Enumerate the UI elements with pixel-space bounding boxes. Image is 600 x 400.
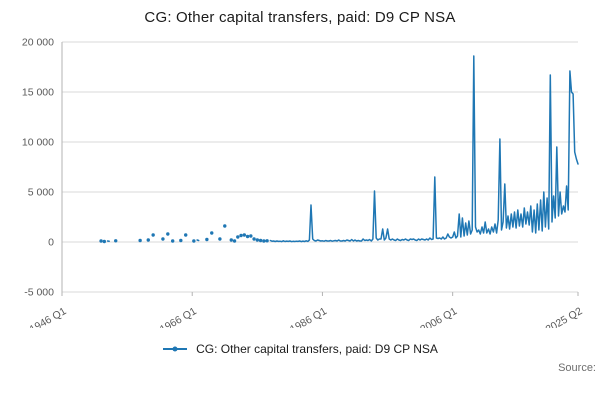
svg-text:2006 Q1: 2006 Q1: [418, 305, 459, 328]
axes: [61, 42, 579, 296]
legend-line-icon: [163, 346, 188, 352]
legend-label: CG: Other capital transfers, paid: D9 CP…: [196, 342, 438, 356]
svg-text:-5 000: -5 000: [24, 287, 54, 299]
x-axis-labels: 1946 Q1 1966 Q1 1986 Q1 2006 Q1 2025 Q2: [28, 305, 585, 328]
svg-text:15 000: 15 000: [22, 87, 54, 99]
chart-title: CG: Other capital transfers, paid: D9 CP…: [144, 9, 456, 26]
svg-text:10 000: 10 000: [22, 137, 54, 149]
svg-text:1966 Q1: 1966 Q1: [158, 305, 199, 328]
svg-text:20 000: 20 000: [22, 37, 54, 49]
legend[interactable]: CG: Other capital transfers, paid: D9 CP…: [0, 342, 600, 356]
svg-text:1986 Q1: 1986 Q1: [288, 305, 329, 328]
series-line: [99, 55, 579, 244]
source-label: Source:: [558, 362, 596, 374]
svg-text:0: 0: [48, 237, 54, 249]
svg-text:5 000: 5 000: [28, 187, 54, 199]
svg-text:1946 Q1: 1946 Q1: [28, 305, 69, 328]
svg-text:2025 Q2: 2025 Q2: [544, 305, 585, 328]
gridlines: [62, 41, 578, 293]
y-axis-labels: 20 000 15 000 10 000 5 000 0 -5 000: [22, 37, 54, 299]
